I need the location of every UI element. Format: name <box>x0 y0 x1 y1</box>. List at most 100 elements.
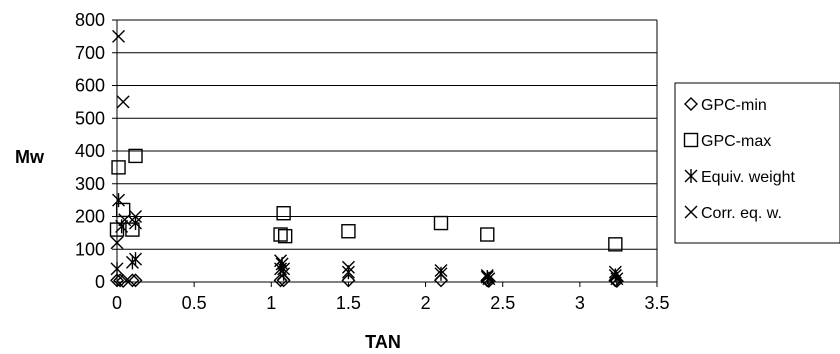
legend-label: Corr. eq. w. <box>701 205 782 222</box>
diamond-marker <box>609 274 624 289</box>
data-point <box>276 206 291 221</box>
legend-marker <box>684 97 698 111</box>
data-point <box>341 224 356 239</box>
y-tick-label: 0 <box>95 272 105 292</box>
x-marker-stroke <box>112 29 126 43</box>
legend-marker <box>683 132 699 148</box>
x-marker-stroke <box>480 268 494 282</box>
x-marker-stroke <box>110 236 124 250</box>
data-point <box>118 213 132 227</box>
data-point <box>274 254 288 268</box>
square-marker <box>128 148 143 164</box>
x-marker-stroke <box>118 213 132 227</box>
square-marker <box>683 132 699 148</box>
x-marker-stroke <box>277 262 291 276</box>
series-square <box>109 148 623 252</box>
x-tick-label: 2.5 <box>490 293 515 313</box>
x-marker-stroke <box>116 95 130 109</box>
square-marker <box>277 228 293 244</box>
diamond-marker <box>113 273 128 288</box>
data-point <box>128 273 143 288</box>
legend-marker <box>684 205 698 219</box>
data-point <box>341 273 356 288</box>
data-point <box>125 222 140 237</box>
square-marker <box>608 237 623 252</box>
data-point <box>111 160 126 175</box>
y-tick-label: 500 <box>75 108 105 128</box>
x-axis-label: TAN <box>365 332 401 352</box>
axes <box>112 19 658 287</box>
data-point <box>128 148 143 164</box>
grid-lines <box>117 19 657 250</box>
series-x <box>110 29 622 282</box>
data-point <box>116 95 130 109</box>
data-point <box>480 227 495 242</box>
data-point <box>434 266 448 281</box>
legend-box <box>674 82 840 244</box>
data-point <box>277 228 293 244</box>
diamond-marker <box>273 273 288 288</box>
diamond-marker <box>684 97 698 111</box>
data-point <box>277 262 291 276</box>
data-point <box>112 29 126 43</box>
data-point <box>273 227 288 242</box>
data-point <box>113 273 128 288</box>
data-point <box>433 215 449 231</box>
x-marker-stroke <box>341 260 355 274</box>
y-tick-label: 800 <box>75 10 105 30</box>
x-tick-label: 0 <box>112 293 122 313</box>
legend-label: GPC-max <box>701 133 771 150</box>
y-tick-label: 100 <box>75 239 105 259</box>
y-tick-label: 200 <box>75 207 105 227</box>
series-asterisk <box>110 193 624 286</box>
tick-labels: 0 100 200 300 400 500 600 700 800 0 0.5 1 1.5 2 2.5 3 3.… <box>75 10 670 313</box>
square-marker <box>276 206 291 221</box>
square-marker <box>341 224 356 239</box>
data-point <box>129 252 143 267</box>
data-points <box>109 29 624 289</box>
data-point <box>434 264 448 278</box>
data-point <box>109 222 125 237</box>
square-marker <box>433 215 449 231</box>
diamond-marker <box>110 273 124 288</box>
square-marker <box>115 202 131 218</box>
x-marker-stroke <box>608 265 622 279</box>
x-tick-label: 1.5 <box>336 293 361 313</box>
data-point <box>341 260 355 274</box>
data-point <box>129 210 143 223</box>
y-tick-label: 600 <box>75 76 105 96</box>
x-tick-label: 0.5 <box>182 293 207 313</box>
data-point <box>110 261 124 276</box>
data-point <box>480 268 494 282</box>
square-marker <box>480 227 495 242</box>
data-point <box>115 219 129 234</box>
data-point <box>110 236 124 250</box>
data-point <box>125 273 140 288</box>
data-point <box>273 273 288 288</box>
x-marker-stroke <box>434 264 448 278</box>
x-marker-stroke <box>684 205 698 219</box>
diamond-marker <box>128 273 143 288</box>
data-point <box>608 237 623 252</box>
square-marker <box>273 227 288 242</box>
square-marker <box>111 160 126 175</box>
y-tick-label: 400 <box>75 141 105 161</box>
series-diamond <box>110 273 624 289</box>
y-tick-label: 300 <box>75 174 105 194</box>
legend-label: GPC-min <box>701 97 767 114</box>
x-marker-stroke <box>129 210 143 223</box>
data-point <box>115 202 131 218</box>
x-tick-label: 3 <box>575 293 585 313</box>
data-point <box>112 193 126 208</box>
x-tick-label: 2 <box>421 293 431 313</box>
x-marker-stroke <box>274 254 288 268</box>
legend-label: Equiv. weight <box>701 169 796 186</box>
y-tick-label: 700 <box>75 43 105 63</box>
y-axis-label: Mw <box>15 147 45 167</box>
square-marker <box>125 222 140 237</box>
legend-marker <box>684 169 698 183</box>
x-tick-label: 3.5 <box>644 293 669 313</box>
diamond-marker <box>341 273 356 288</box>
legend: GPC-min GPC-max Equiv. weight Corr. eq. w. <box>674 82 840 244</box>
